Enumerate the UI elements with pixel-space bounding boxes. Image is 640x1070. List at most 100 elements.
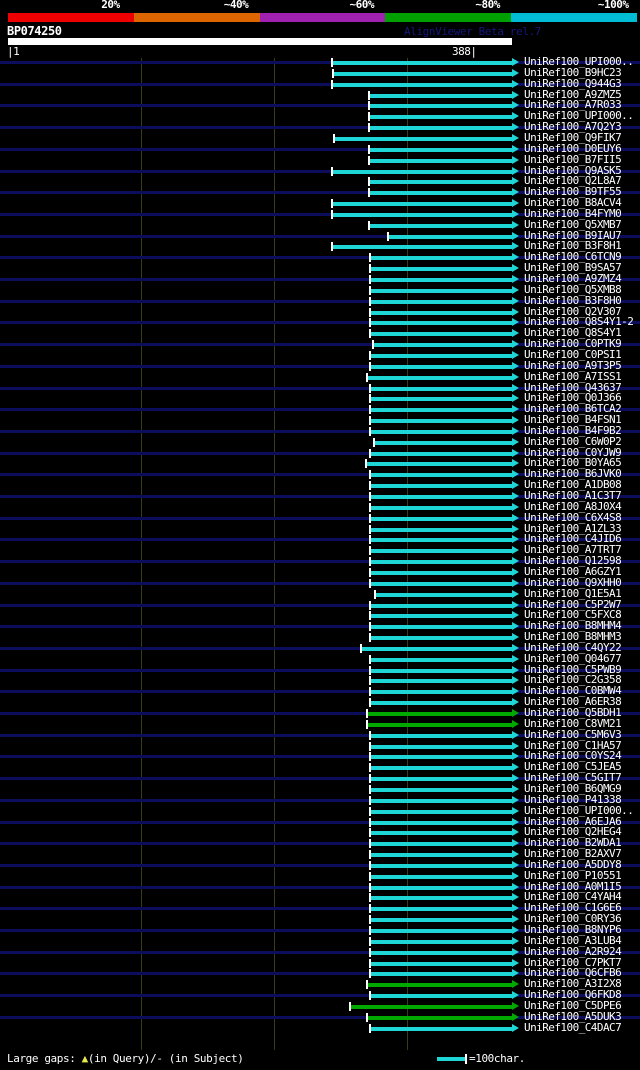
hit-row[interactable]: UniRef100_B7FII5 [0, 154, 640, 165]
hit-row[interactable]: UniRef100_B9HC23 [0, 65, 640, 79]
hit-label[interactable]: UniRef100_B9HC23 [524, 65, 622, 79]
hit-label[interactable]: UniRef100_A7Q2Y3 [524, 120, 622, 134]
hit-row[interactable]: UniRef100_A1DB08 [0, 479, 640, 491]
hit-row[interactable]: UniRef100_Q12598 [0, 555, 640, 567]
hit-bar[interactable] [371, 690, 512, 695]
hit-bar[interactable] [371, 939, 512, 944]
hit-bar[interactable] [371, 896, 512, 901]
hit-row[interactable]: UniRef100_Q2L8A7 [0, 174, 640, 188]
hit-row[interactable]: UniRef100_B8ACV4 [0, 197, 640, 209]
hit-bar[interactable] [371, 907, 512, 912]
hit-label[interactable]: UniRef100_Q04677 [524, 651, 622, 665]
hit-bar[interactable] [371, 408, 512, 413]
hit-bar[interactable] [371, 744, 512, 749]
hit-label[interactable]: UniRef100_C2G358 [524, 673, 622, 687]
hit-row[interactable]: UniRef100_A5DDY8 [0, 857, 640, 871]
hit-bar[interactable] [367, 462, 512, 467]
hit-bar[interactable] [389, 234, 512, 239]
hit-label[interactable]: UniRef100_B9TF55 [524, 185, 622, 199]
hit-label[interactable]: UniRef100_A5DDY8 [524, 857, 622, 871]
hit-label[interactable]: UniRef100_Q2L8A7 [524, 174, 622, 188]
hit-label[interactable]: UniRef100_Q6FKD8 [524, 988, 622, 1002]
hit-row[interactable]: UniRef100_C0YS24 [0, 749, 640, 763]
hit-row[interactable]: UniRef100_B6JVK0 [0, 468, 640, 480]
hit-bar[interactable] [374, 343, 512, 348]
hit-row[interactable]: UniRef100_A3I2X8 [0, 978, 640, 990]
hit-row[interactable]: UniRef100_B6TCA2 [0, 403, 640, 415]
hit-bar[interactable] [371, 766, 512, 771]
hit-bar[interactable] [333, 82, 512, 87]
hit-bar[interactable] [371, 364, 512, 369]
hit-row[interactable]: UniRef100_A9T3P5 [0, 358, 640, 372]
hit-bar[interactable] [371, 842, 512, 847]
hit-label[interactable]: UniRef100_C5GIT7 [524, 771, 622, 785]
hit-row[interactable]: UniRef100_UPI000.. [0, 109, 640, 123]
hit-row[interactable]: UniRef100_A9ZMZ4 [0, 273, 640, 284]
hit-row[interactable]: UniRef100_B4FYM0 [0, 206, 640, 220]
hit-label[interactable]: UniRef100_A9T3P5 [524, 358, 622, 372]
hit-label[interactable]: UniRef100_Q944G3 [524, 76, 622, 90]
hit-row[interactable]: UniRef100_A1ZL33 [0, 523, 640, 534]
hit-bar[interactable] [371, 798, 512, 803]
hit-row[interactable]: UniRef100_A6ER38 [0, 696, 640, 708]
hit-label[interactable]: UniRef100_C5M6V3 [524, 727, 622, 741]
hit-row[interactable]: UniRef100_Q5BDH1 [0, 707, 640, 718]
hit-row[interactable]: UniRef100_UPI000.. [0, 56, 640, 67]
hit-row[interactable]: UniRef100_C4JID6 [0, 532, 640, 546]
hit-row[interactable]: UniRef100_Q9XHH0 [0, 577, 640, 588]
hit-bar[interactable] [371, 972, 512, 977]
hit-row[interactable]: UniRef100_A7ISS1 [0, 369, 640, 383]
hit-row[interactable]: UniRef100_B3F8H1 [0, 239, 640, 253]
hit-label[interactable]: UniRef100_C1HA57 [524, 738, 622, 752]
hit-label[interactable]: UniRef100_Q0J366 [524, 391, 622, 405]
hit-label[interactable]: UniRef100_B4FSN1 [524, 413, 622, 427]
hit-bar[interactable] [371, 256, 512, 261]
hit-row[interactable]: UniRef100_Q6CFB6 [0, 967, 640, 979]
hit-row[interactable]: UniRef100_C5M6V3 [0, 727, 640, 741]
hit-bar[interactable] [370, 191, 512, 196]
hit-bar[interactable] [371, 1026, 512, 1031]
hit-label[interactable]: UniRef100_A7ISS1 [524, 369, 622, 383]
hit-bar[interactable] [370, 180, 512, 185]
hit-bar[interactable] [362, 646, 512, 651]
hit-row[interactable]: UniRef100_C7PKT7 [0, 955, 640, 969]
hit-bar[interactable] [371, 353, 512, 358]
hit-bar[interactable] [370, 93, 512, 98]
hit-row[interactable]: UniRef100_C5FXC8 [0, 608, 640, 622]
hit-bar[interactable] [351, 1004, 512, 1009]
hit-row[interactable]: UniRef100_A7TRT7 [0, 544, 640, 556]
hit-row[interactable]: UniRef100_A7Q2Y3 [0, 120, 640, 134]
hit-bar[interactable] [371, 994, 512, 999]
hit-row[interactable]: UniRef100_C6X4S8 [0, 512, 640, 523]
hit-label[interactable]: UniRef100_B9SA57 [524, 261, 622, 275]
hit-label[interactable]: UniRef100_C5FXC8 [524, 608, 622, 622]
hit-bar[interactable] [371, 516, 512, 521]
hit-label[interactable]: UniRef100_B2WDA1 [524, 836, 622, 850]
hit-label[interactable]: UniRef100_C1G6E6 [524, 901, 622, 915]
hit-label[interactable]: UniRef100_C0YS24 [524, 749, 622, 763]
hit-label[interactable]: UniRef100_Q5XMB8 [524, 282, 622, 296]
hit-bar[interactable] [371, 614, 512, 619]
hit-bar[interactable] [371, 267, 512, 272]
hit-label[interactable]: UniRef100_UPI000.. [524, 109, 634, 123]
hit-bar[interactable] [371, 636, 512, 641]
hit-label[interactable]: UniRef100_B4FYM0 [524, 206, 622, 220]
hit-row[interactable]: UniRef100_A1C3T7 [0, 490, 640, 501]
hit-label[interactable]: UniRef100_C7PKT7 [524, 955, 622, 969]
hit-label[interactable]: UniRef100_A2R924 [524, 944, 622, 958]
hit-label[interactable]: UniRef100_C4JID6 [524, 532, 622, 546]
hit-bar[interactable] [333, 245, 512, 250]
hit-bar[interactable] [371, 527, 512, 532]
hit-bar[interactable] [371, 429, 512, 434]
hit-bar[interactable] [370, 158, 512, 163]
hit-bar[interactable] [371, 929, 512, 933]
hit-row[interactable]: UniRef100_B0YA65 [0, 457, 640, 469]
hit-label[interactable]: UniRef100_C0PSI1 [524, 347, 622, 361]
hit-row[interactable]: UniRef100_B8MHM4 [0, 620, 640, 632]
hit-bar[interactable] [371, 288, 512, 293]
hit-bar[interactable] [371, 484, 512, 489]
hit-bar[interactable] [334, 71, 512, 76]
hit-label[interactable]: UniRef100_A6GZY1 [524, 564, 622, 578]
hit-row[interactable]: UniRef100_B9TF55 [0, 185, 640, 199]
hit-label[interactable]: UniRef100_B3F8H1 [524, 239, 622, 253]
